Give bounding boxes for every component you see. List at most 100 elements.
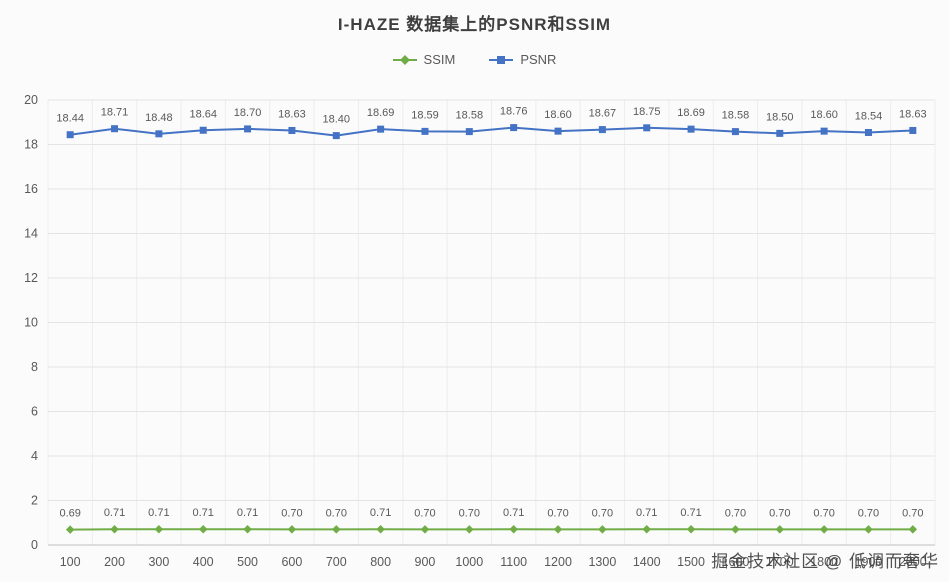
square-marker-icon: [288, 126, 296, 134]
legend-item-ssim: SSIM: [392, 52, 456, 67]
x-tick-label: 900: [415, 555, 436, 569]
diamond-marker-icon: [376, 524, 385, 534]
square-marker-icon: [687, 125, 695, 133]
series-ssim: 0.69 0.71 0.71 0.71 0.71 0.70 0.70 0.71 0.70 0.70…: [59, 507, 924, 534]
x-tick-label: 1300: [588, 555, 616, 569]
square-marker-icon: [643, 124, 651, 132]
psnr-square-marker-icon: [497, 55, 506, 64]
square-marker-icon: [465, 128, 473, 136]
data-label: 0.70: [902, 507, 923, 519]
diamond-marker-icon: [598, 525, 607, 534]
x-tick-label: 1500: [677, 555, 705, 569]
data-label: 0.70: [769, 507, 790, 519]
x-tick-label: 300: [148, 555, 169, 569]
square-marker-icon: [332, 132, 340, 140]
square-marker-icon: [111, 125, 119, 133]
square-marker-icon: [155, 130, 163, 138]
square-marker-icon: [244, 125, 252, 133]
x-tick-label: 600: [281, 555, 302, 569]
x-tick-label: 1800: [810, 555, 838, 569]
x-tick-label: 200: [104, 555, 125, 569]
diamond-marker-icon: [731, 525, 740, 534]
diamond-marker-icon: [775, 525, 785, 534]
y-tick-label: 20: [24, 93, 38, 107]
y-tick-label: 14: [24, 227, 38, 241]
data-label: 18.70: [234, 107, 262, 119]
square-marker-icon: [377, 125, 385, 133]
data-label: 0.70: [414, 507, 435, 519]
diamond-marker-icon: [819, 525, 829, 534]
legend: SSIM PSNR: [0, 52, 949, 67]
x-tick-label: 1900: [855, 555, 883, 569]
data-label: 18.67: [589, 108, 617, 120]
data-label: 0.70: [725, 507, 746, 519]
square-marker-icon: [598, 126, 606, 134]
data-label: 0.70: [813, 507, 834, 519]
data-label: 18.50: [766, 111, 794, 123]
data-label: 18.48: [145, 112, 173, 124]
x-tick-label: 500: [237, 555, 258, 569]
data-label: 0.71: [636, 507, 657, 519]
diamond-marker-icon: [420, 525, 430, 534]
data-label: 18.63: [278, 108, 306, 120]
data-label: 0.70: [281, 507, 302, 519]
x-tick-label: 400: [193, 555, 214, 569]
legend-label-ssim: SSIM: [423, 52, 456, 67]
legend-item-psnr: PSNR: [489, 52, 556, 67]
ssim-line-swatch: [392, 54, 417, 65]
diamond-marker-icon: [686, 524, 696, 534]
series-psnr: 18.44 18.71 18.48 18.64 18.70 18.63 18.40 18.69…: [56, 106, 927, 140]
data-label: 18.69: [677, 107, 705, 119]
x-tick-label: 1000: [455, 555, 483, 569]
data-label: 18.60: [544, 109, 572, 121]
y-tick-label: 10: [24, 316, 38, 330]
data-label: 0.71: [680, 507, 701, 519]
x-tick-label: 2000: [899, 555, 927, 569]
x-tick-label: 100: [60, 555, 81, 569]
data-label: 0.71: [237, 507, 258, 519]
data-label: 0.69: [59, 508, 80, 520]
watermark: 掘金技术社区 @ 低调而奢华: [711, 552, 939, 571]
diamond-marker-icon: [243, 524, 252, 534]
square-marker-icon: [820, 127, 828, 135]
data-label: 0.70: [592, 507, 613, 519]
data-label: 0.71: [370, 507, 391, 519]
x-tick-label: 1400: [633, 555, 661, 569]
square-marker-icon: [199, 126, 207, 134]
square-marker-icon: [421, 127, 429, 135]
data-label: 0.70: [326, 507, 347, 519]
diamond-marker-icon: [553, 525, 563, 534]
data-label: 18.59: [411, 109, 439, 121]
data-label: 0.70: [459, 507, 480, 519]
square-marker-icon: [731, 128, 739, 136]
data-label: 0.70: [858, 507, 879, 519]
diamond-marker-icon: [154, 524, 164, 534]
square-marker-icon: [510, 124, 518, 132]
diamond-marker-icon: [465, 525, 474, 534]
square-marker-icon: [554, 127, 562, 135]
x-tick-label: 700: [326, 555, 347, 569]
y-tick-label: 8: [31, 360, 38, 374]
psnr-line-swatch: [489, 55, 514, 64]
diamond-marker-icon: [198, 524, 208, 534]
data-label: 0.71: [503, 507, 524, 519]
diamond-marker-icon: [908, 525, 918, 534]
data-label: 0.71: [148, 507, 169, 519]
square-marker-icon: [864, 128, 872, 136]
data-label: 18.69: [367, 107, 395, 119]
data-label: 18.40: [323, 114, 351, 126]
data-label: 18.60: [810, 109, 838, 121]
legend-label-psnr: PSNR: [520, 52, 557, 67]
data-label: 18.76: [500, 106, 528, 118]
data-label: 18.54: [855, 110, 883, 122]
diamond-marker-icon: [65, 525, 75, 534]
square-marker-icon: [66, 131, 74, 139]
diamond-marker-icon: [509, 524, 518, 534]
data-label: 0.70: [547, 507, 568, 519]
data-label: 0.71: [104, 507, 125, 519]
data-label: 18.71: [101, 107, 129, 119]
data-label: 18.63: [899, 108, 927, 120]
square-marker-icon: [909, 126, 917, 134]
x-tick-label: 800: [370, 555, 391, 569]
